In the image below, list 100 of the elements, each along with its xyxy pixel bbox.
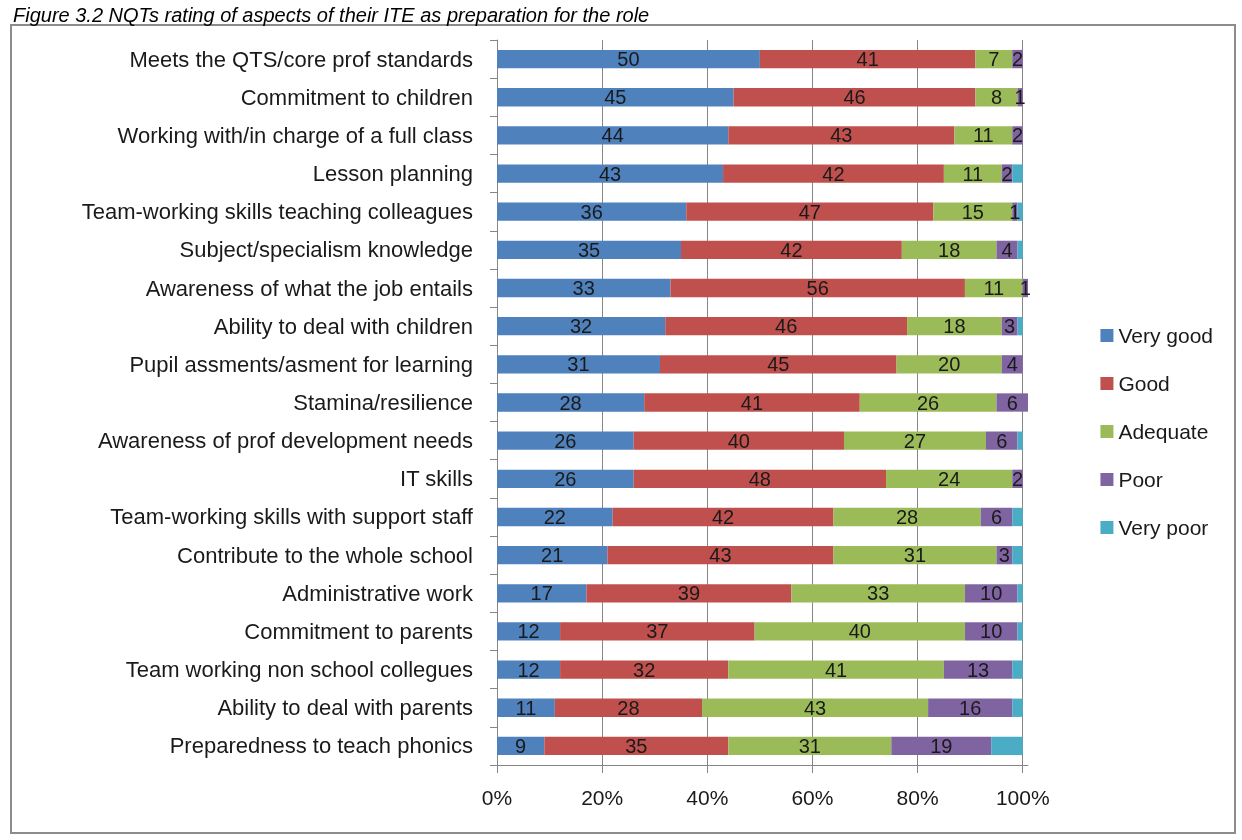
bar <box>497 88 734 107</box>
bar <box>1017 584 1023 603</box>
bar <box>991 736 1023 756</box>
bar <box>1017 431 1023 450</box>
data-label: 43 <box>709 544 732 567</box>
y-tick-label: Contribute to the whole school <box>177 542 473 568</box>
bar <box>833 507 981 527</box>
bar <box>733 88 976 107</box>
y-tick-label: Subject/specialism knowledge <box>179 237 473 263</box>
data-label: 12 <box>517 620 540 643</box>
y-tick-label: Awareness of prof development needs <box>97 428 473 454</box>
data-label: 48 <box>748 467 771 490</box>
data-label: 10 <box>980 620 1003 643</box>
legend-label: Very poor <box>1118 516 1209 539</box>
bar <box>612 507 834 527</box>
y-tick-label: Ability to deal with parents <box>217 695 473 721</box>
legend-label: Adequate <box>1118 420 1209 443</box>
bar <box>544 736 729 756</box>
data-label: 12 <box>517 658 540 681</box>
y-tick-label: Meets the QTS/core prof standards <box>129 46 473 72</box>
data-label: 36 <box>580 200 603 223</box>
bar <box>859 393 997 412</box>
data-label: 32 <box>569 315 593 338</box>
data-label: 39 <box>677 582 701 605</box>
data-label: 40 <box>848 620 871 643</box>
y-tick-label: Stamina/resilience <box>293 390 473 415</box>
data-label: 20 <box>938 353 961 376</box>
bar <box>497 126 729 145</box>
bar <box>728 660 944 679</box>
y-tick-label: Ability to deal with children <box>213 313 473 339</box>
data-label: 22 <box>543 505 566 528</box>
data-label: 24 <box>938 467 961 490</box>
data-label: 6 <box>996 429 1008 452</box>
data-label: 11 <box>515 696 537 719</box>
bar <box>843 431 986 450</box>
x-tick-label: 80% <box>896 786 939 809</box>
data-label: 43 <box>598 162 622 185</box>
bar <box>497 622 561 641</box>
data-label: 13 <box>966 658 990 681</box>
bar <box>497 355 660 374</box>
data-label: 50 <box>617 48 640 71</box>
data-label: 43 <box>803 696 827 719</box>
data-label: 4 <box>1006 353 1018 376</box>
bar <box>497 584 587 603</box>
data-label: 28 <box>617 696 640 719</box>
bar <box>497 393 645 412</box>
data-label: 6 <box>990 505 1003 528</box>
y-tick-label: Working with/in charge of a full class <box>117 122 473 148</box>
data-label: 16 <box>959 696 982 719</box>
bar <box>975 49 1013 69</box>
data-label: 6 <box>1006 391 1018 414</box>
bar <box>943 164 1002 183</box>
bar <box>728 736 892 756</box>
bar <box>1017 317 1023 336</box>
data-label: 45 <box>604 86 627 109</box>
bar <box>1012 164 1023 183</box>
data-label: 18 <box>938 238 961 261</box>
y-tick-label: Preparedness to teach phonics <box>169 733 473 759</box>
bar <box>1017 622 1023 641</box>
bar <box>633 431 844 450</box>
bar <box>497 317 666 336</box>
bar <box>497 49 760 69</box>
data-label: 3 <box>1004 315 1016 338</box>
data-label: 28 <box>559 391 582 414</box>
data-label: 43 <box>830 124 853 147</box>
data-label: 35 <box>625 734 648 757</box>
bar <box>702 698 929 717</box>
bar <box>607 545 834 565</box>
bar <box>586 584 792 603</box>
y-tick-label: Awareness of what the job entails <box>145 275 473 301</box>
data-label: 17 <box>530 582 553 605</box>
y-tick-label: Commitment to children <box>240 84 473 110</box>
data-label: 32 <box>633 658 656 681</box>
data-label: 11 <box>972 124 994 147</box>
bar <box>686 202 934 221</box>
bar <box>497 240 682 260</box>
text: Figure 3.2 NQTs rating of aspects of their ITE as preparation for the role <box>13 4 650 26</box>
legend-label: Very good <box>1118 324 1214 347</box>
y-tick-label: Commitment to parents <box>244 618 473 644</box>
bar <box>1017 240 1023 260</box>
data-label: 42 <box>711 505 735 528</box>
data-label: 46 <box>775 315 798 338</box>
data-label: 26 <box>554 467 577 490</box>
data-label: 42 <box>822 162 845 185</box>
data-label: 21 <box>541 544 564 567</box>
bar <box>833 545 997 565</box>
bar <box>633 469 887 488</box>
data-label: 33 <box>572 277 595 300</box>
legend-label: Poor <box>1118 468 1163 491</box>
bar <box>554 698 703 717</box>
data-label: 47 <box>798 200 821 223</box>
data-label: 9 <box>515 734 527 757</box>
bar <box>497 545 608 565</box>
bar <box>497 164 724 183</box>
bar <box>723 164 944 183</box>
data-label: 3 <box>998 544 1010 567</box>
x-tick-label: 0% <box>481 786 513 809</box>
x-tick-label: 60% <box>791 786 834 809</box>
bar <box>665 317 908 336</box>
bar <box>728 126 955 145</box>
